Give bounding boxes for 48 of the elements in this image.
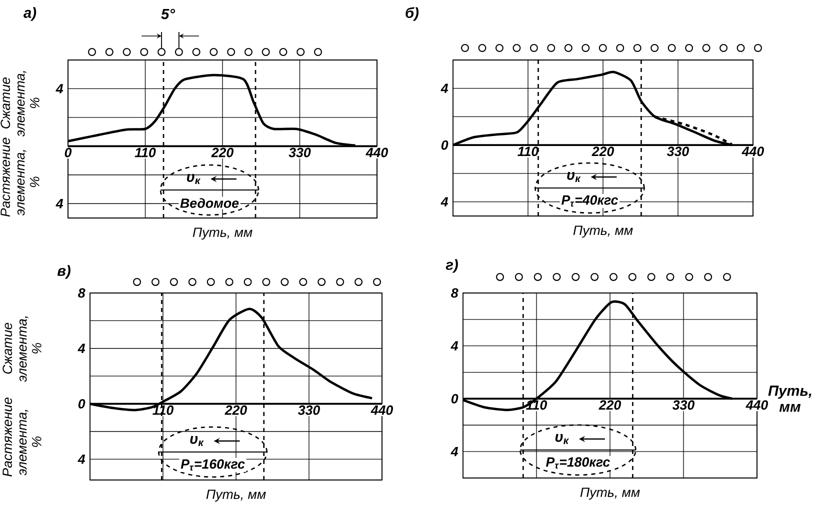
annotation: P$_{τ}$=160кгс bbox=[180, 459, 245, 471]
y-tick-label: 8 bbox=[451, 288, 458, 298]
x-tick-label: 220 bbox=[224, 405, 248, 415]
x-axis-title: Путь, мм bbox=[580, 488, 640, 500]
y-tick-label: 4 bbox=[440, 197, 448, 206]
x-tick-label: 440 bbox=[746, 400, 768, 410]
annotation: υ$_{к}$ bbox=[190, 436, 204, 446]
x-axis-title: Путь, мм bbox=[206, 490, 266, 502]
x-tick-label: 0 bbox=[64, 148, 72, 158]
annotation: υ$_{к}$ bbox=[555, 434, 569, 444]
y-tick-label: 4 bbox=[78, 344, 86, 353]
y-tick-label: 4 bbox=[440, 84, 448, 93]
text: 5° bbox=[161, 8, 176, 20]
y-tick-label: 0 bbox=[441, 140, 448, 150]
y-tick-label: 8 bbox=[78, 288, 86, 298]
y-tick-label: 4 bbox=[78, 454, 86, 464]
x-tick-label: 220 bbox=[592, 146, 614, 156]
y-tick-label: 4 bbox=[450, 446, 458, 456]
x-axis-title: Путь, мм bbox=[192, 228, 252, 240]
x-tick-label: 330 bbox=[666, 146, 689, 156]
chart-title: а) bbox=[24, 7, 36, 21]
x-tick-label: 330 bbox=[288, 148, 311, 158]
y-tick-label: 4 bbox=[56, 199, 64, 208]
chart-title: б) bbox=[406, 7, 419, 21]
x-tick-label: 440 bbox=[742, 146, 764, 156]
annotation: P$_{τ}$=180кгс bbox=[546, 457, 610, 469]
x-tick-label: 330 bbox=[672, 400, 695, 410]
y-tick-label: 4 bbox=[450, 341, 458, 350]
y-tick-label: 0 bbox=[451, 394, 458, 404]
x-tick-label: 330 bbox=[298, 405, 320, 415]
x-tick-label: 220 bbox=[598, 400, 622, 410]
x-tick-label: 110 bbox=[134, 148, 156, 158]
x-tick-label: 440 bbox=[366, 148, 388, 158]
y-axis-title: Сжатие элемента, % bbox=[2, 316, 42, 382]
x-tick-label: 220 bbox=[211, 148, 234, 158]
x-tick-label: 440 bbox=[370, 405, 394, 415]
annotation: υ$_{к}$ bbox=[567, 172, 581, 182]
annotation: P$_{τ}$=40кгс bbox=[561, 195, 618, 207]
chart-title: г) bbox=[446, 259, 458, 273]
annotation: Ведомое bbox=[180, 198, 239, 208]
y-tick-label: 4 bbox=[56, 84, 64, 94]
text: Путь, мм bbox=[768, 386, 812, 412]
x-tick-label: 110 bbox=[518, 146, 539, 156]
chart-title: в) bbox=[57, 265, 70, 279]
x-axis-title: Путь, мм bbox=[573, 226, 633, 238]
text: Растяжение элемента, % bbox=[0, 138, 40, 217]
text: Растяжение элемента, % bbox=[2, 398, 42, 476]
y-axis-title: Сжатие элемента, % bbox=[0, 71, 40, 137]
